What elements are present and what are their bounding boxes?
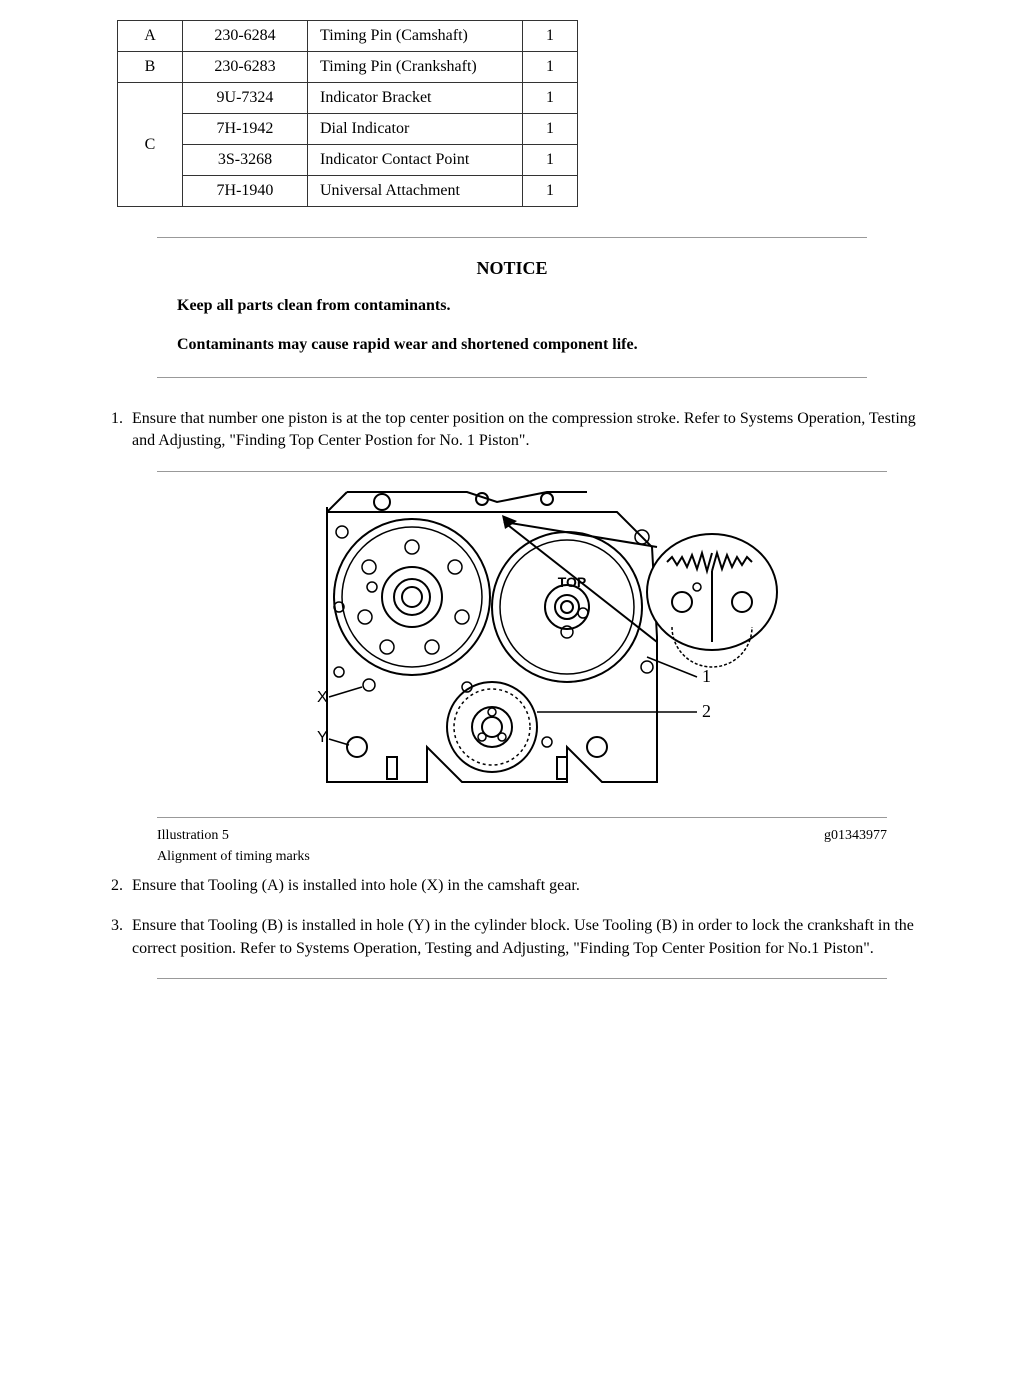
table-row: C9U-7324Indicator Bracket1 xyxy=(118,83,578,114)
figure-divider xyxy=(157,978,887,979)
gear-svg: TOP X xyxy=(257,487,787,797)
timing-marks-diagram: TOP X xyxy=(157,477,887,812)
step-2: Ensure that Tooling (A) is installed int… xyxy=(127,875,917,897)
label-2: 2 xyxy=(702,701,711,721)
table-row: A230-6284Timing Pin (Camshaft)1 xyxy=(118,21,578,52)
parts-table: A230-6284Timing Pin (Camshaft)1B230-6283… xyxy=(117,20,578,207)
qty-cell: 1 xyxy=(523,21,578,52)
part-number-cell: 230-6283 xyxy=(183,52,308,83)
description-cell: Dial Indicator xyxy=(308,114,523,145)
qty-cell: 1 xyxy=(523,114,578,145)
step-3: Ensure that Tooling (B) is installed in … xyxy=(127,915,917,960)
procedure-steps: Ensure that number one piston is at the … xyxy=(107,408,917,979)
divider xyxy=(157,377,867,378)
group-cell: B xyxy=(118,52,183,83)
label-1: 1 xyxy=(702,666,711,686)
notice-line-1: Keep all parts clean from contaminants. xyxy=(177,294,847,318)
group-cell: A xyxy=(118,21,183,52)
table-row: B230-6283Timing Pin (Crankshaft)1 xyxy=(118,52,578,83)
part-number-cell: 230-6284 xyxy=(183,21,308,52)
x-label: X xyxy=(317,689,328,706)
notice-line-2: Contaminants may cause rapid wear and sh… xyxy=(177,333,847,357)
table-row: 3S-3268Indicator Contact Point1 xyxy=(118,145,578,176)
figure-label: Illustration 5 xyxy=(157,828,229,844)
figure-5: TOP X xyxy=(157,471,887,865)
figure-subcaption: Alignment of timing marks xyxy=(157,849,887,865)
qty-cell: 1 xyxy=(523,83,578,114)
divider xyxy=(157,237,867,238)
part-number-cell: 3S-3268 xyxy=(183,145,308,176)
description-cell: Timing Pin (Camshaft) xyxy=(308,21,523,52)
right-gear: TOP xyxy=(492,532,642,682)
figure-code: g01343977 xyxy=(824,828,887,844)
crank-gear xyxy=(447,682,537,772)
part-number-cell: 7H-1940 xyxy=(183,176,308,207)
table-row: 7H-1942Dial Indicator1 xyxy=(118,114,578,145)
description-cell: Timing Pin (Crankshaft) xyxy=(308,52,523,83)
table-row: 7H-1940Universal Attachment1 xyxy=(118,176,578,207)
part-number-cell: 9U-7324 xyxy=(183,83,308,114)
notice-title: NOTICE xyxy=(107,258,917,279)
figure-divider xyxy=(157,471,887,472)
qty-cell: 1 xyxy=(523,176,578,207)
qty-cell: 1 xyxy=(523,52,578,83)
qty-cell: 1 xyxy=(523,145,578,176)
figure-divider xyxy=(157,817,887,818)
part-number-cell: 7H-1942 xyxy=(183,114,308,145)
group-cell: C xyxy=(118,83,183,207)
step-1: Ensure that number one piston is at the … xyxy=(127,408,917,453)
description-cell: Indicator Bracket xyxy=(308,83,523,114)
left-gear xyxy=(334,519,490,675)
description-cell: Universal Attachment xyxy=(308,176,523,207)
description-cell: Indicator Contact Point xyxy=(308,145,523,176)
y-label: Y xyxy=(317,729,328,746)
